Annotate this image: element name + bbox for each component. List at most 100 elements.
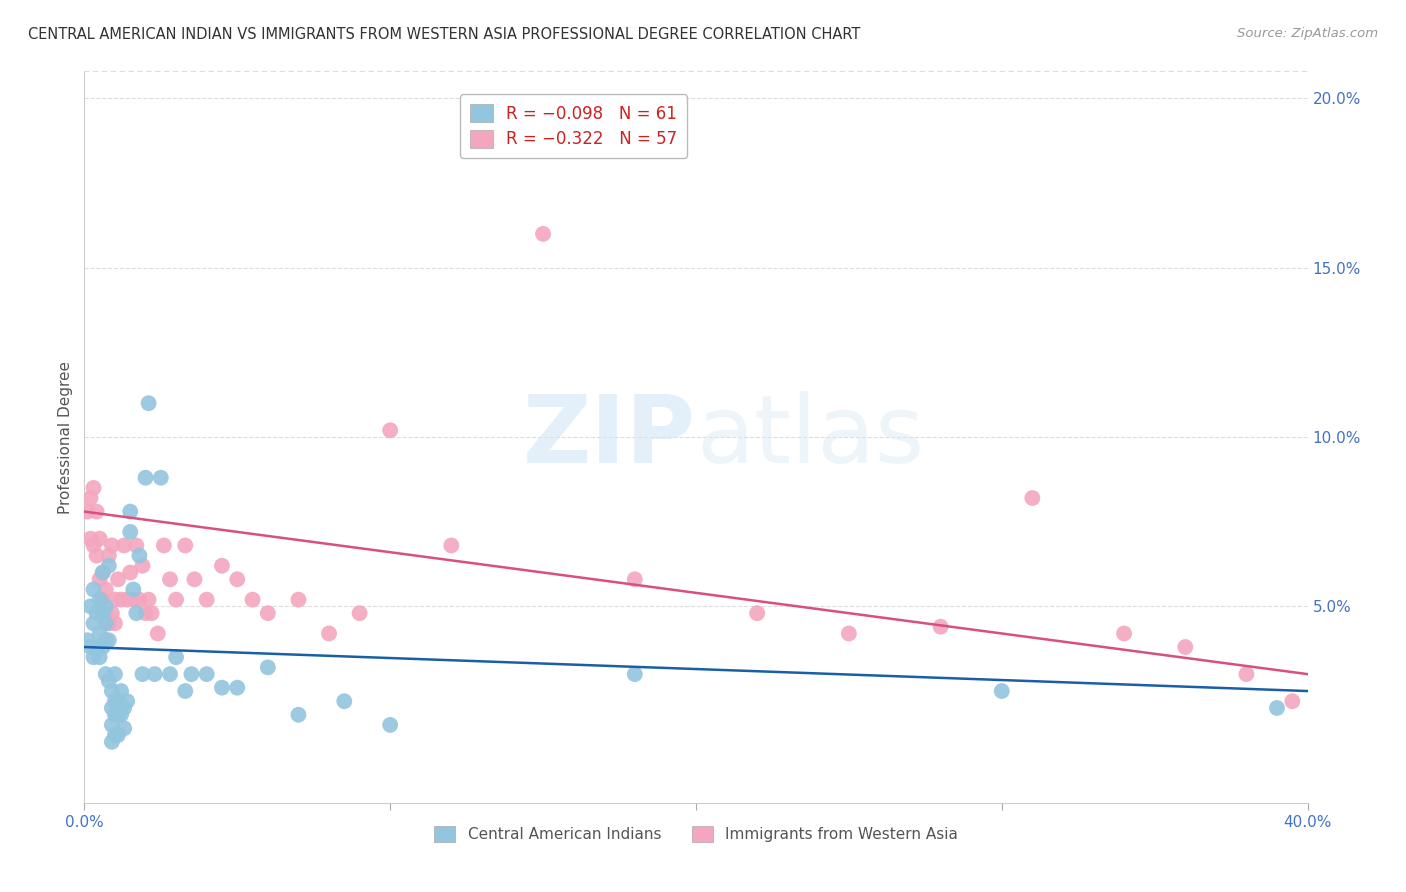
- Point: [135, 606, 157, 620]
- Point: [91, 566, 114, 580]
- Point: [110, 707, 132, 722]
- Point: [333, 694, 356, 708]
- Point: [211, 558, 233, 573]
- Point: [257, 660, 280, 674]
- Point: [183, 572, 205, 586]
- Point: [104, 592, 127, 607]
- Point: [104, 616, 127, 631]
- Point: [1281, 694, 1303, 708]
- Point: [991, 684, 1014, 698]
- Point: [101, 701, 124, 715]
- Point: [257, 606, 280, 620]
- Point: [128, 549, 150, 563]
- Point: [79, 640, 101, 654]
- Point: [86, 549, 108, 563]
- Point: [89, 532, 111, 546]
- Text: CENTRAL AMERICAN INDIAN VS IMMIGRANTS FROM WESTERN ASIA PROFESSIONAL DEGREE CORR: CENTRAL AMERICAN INDIAN VS IMMIGRANTS FR…: [28, 27, 860, 42]
- Point: [101, 606, 124, 620]
- Point: [211, 681, 233, 695]
- Point: [318, 626, 340, 640]
- Point: [180, 667, 202, 681]
- Point: [76, 505, 98, 519]
- Point: [94, 633, 117, 648]
- Point: [1114, 626, 1136, 640]
- Point: [91, 640, 114, 654]
- Point: [83, 582, 105, 597]
- Point: [138, 396, 160, 410]
- Point: [195, 592, 218, 607]
- Point: [747, 606, 769, 620]
- Point: [97, 633, 120, 648]
- Point: [101, 538, 124, 552]
- Point: [165, 592, 187, 607]
- Point: [86, 640, 108, 654]
- Point: [287, 707, 309, 722]
- Point: [104, 694, 127, 708]
- Point: [131, 558, 153, 573]
- Point: [83, 616, 105, 631]
- Point: [79, 532, 101, 546]
- Point: [107, 694, 129, 708]
- Point: [1174, 640, 1197, 654]
- Point: [135, 471, 157, 485]
- Point: [1236, 667, 1258, 681]
- Point: [107, 707, 129, 722]
- Point: [107, 572, 129, 586]
- Text: atlas: atlas: [696, 391, 924, 483]
- Point: [101, 718, 124, 732]
- Point: [174, 684, 197, 698]
- Point: [531, 227, 554, 241]
- Point: [112, 538, 135, 552]
- Point: [149, 471, 172, 485]
- Point: [226, 572, 249, 586]
- Point: [89, 572, 111, 586]
- Point: [143, 667, 166, 681]
- Point: [94, 599, 117, 614]
- Point: [131, 667, 153, 681]
- Point: [97, 616, 120, 631]
- Point: [153, 538, 176, 552]
- Point: [83, 650, 105, 665]
- Point: [125, 538, 148, 552]
- Point: [110, 684, 132, 698]
- Point: [83, 538, 105, 552]
- Point: [159, 667, 181, 681]
- Point: [110, 592, 132, 607]
- Point: [838, 626, 860, 640]
- Point: [107, 728, 129, 742]
- Point: [624, 572, 647, 586]
- Point: [94, 616, 117, 631]
- Point: [226, 681, 249, 695]
- Point: [94, 667, 117, 681]
- Point: [104, 728, 127, 742]
- Point: [104, 707, 127, 722]
- Point: [195, 667, 218, 681]
- Point: [101, 735, 124, 749]
- Point: [86, 505, 108, 519]
- Point: [120, 505, 142, 519]
- Point: [128, 592, 150, 607]
- Y-axis label: Professional Degree: Professional Degree: [58, 360, 73, 514]
- Point: [159, 572, 181, 586]
- Point: [104, 667, 127, 681]
- Point: [86, 606, 108, 620]
- Point: [624, 667, 647, 681]
- Point: [97, 558, 120, 573]
- Point: [122, 582, 145, 597]
- Point: [91, 566, 114, 580]
- Point: [929, 620, 952, 634]
- Legend: Central American Indians, Immigrants from Western Asia: Central American Indians, Immigrants fro…: [426, 818, 966, 850]
- Point: [122, 592, 145, 607]
- Point: [174, 538, 197, 552]
- Point: [94, 606, 117, 620]
- Point: [83, 481, 105, 495]
- Point: [94, 582, 117, 597]
- Point: [1021, 491, 1043, 505]
- Point: [91, 606, 114, 620]
- Point: [125, 606, 148, 620]
- Point: [146, 626, 169, 640]
- Text: ZIP: ZIP: [523, 391, 696, 483]
- Point: [115, 694, 138, 708]
- Point: [89, 650, 111, 665]
- Point: [91, 592, 114, 607]
